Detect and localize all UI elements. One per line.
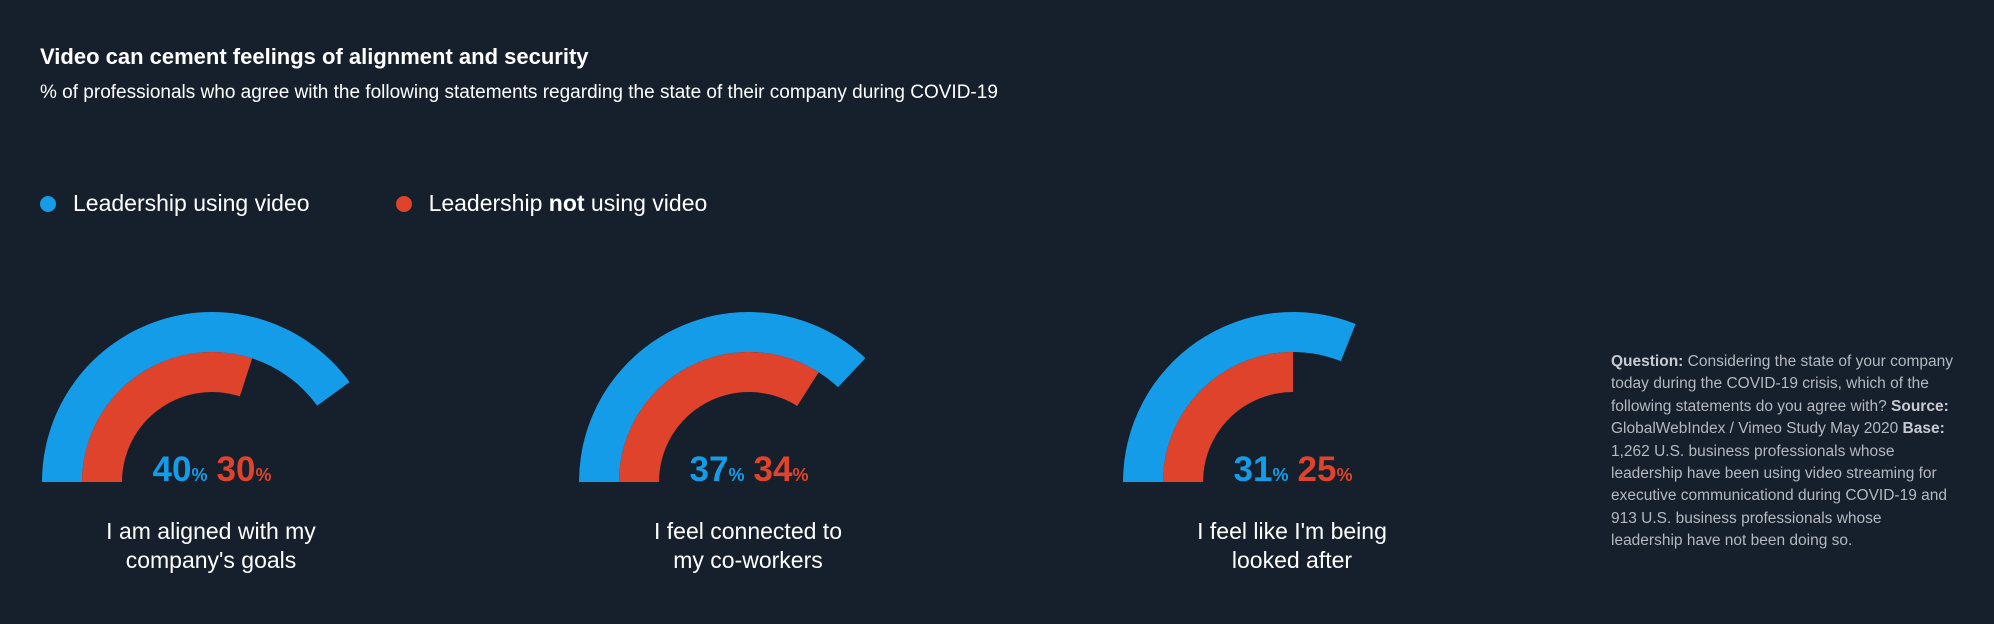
gauge-3-value-using: 31 [1234, 450, 1273, 489]
caption-2-line-1: I feel connected to [654, 518, 842, 544]
gauge-2-value-labels: 37% 34% [690, 450, 809, 489]
gauge-3-unit-using: % [1272, 465, 1297, 485]
gauge-1: 40% 30% [42, 312, 350, 489]
footnote-base-text: 1,262 U.S. business professionals whose … [1611, 442, 1948, 550]
legend-dot-not-using [395, 195, 412, 212]
legend-item-using: Leadership using video [40, 190, 310, 217]
gauge-2-arc-using [579, 312, 866, 482]
legend: Leadership using video Leadership not us… [40, 190, 793, 217]
caption-3-line-1: I feel like I'm being [1197, 518, 1387, 544]
caption-1: I am aligned with my company's goals [81, 517, 341, 575]
legend-label-bold: not [548, 190, 585, 216]
gauge-1-arc-not-using [82, 351, 253, 482]
caption-1-line-2: company's goals [125, 547, 297, 573]
footnote-question-label: Question: [1611, 353, 1684, 370]
footnote-base-label: Base: [1902, 420, 1945, 438]
gauge-2: 37% 34% [579, 312, 866, 489]
caption-2-line-2: my co-workers [673, 547, 823, 573]
gauge-2-unit-using: % [728, 465, 753, 485]
gauge-3-arc-using [1123, 311, 1356, 482]
legend-item-not-using: Leadership not using video [395, 190, 708, 217]
legend-label-using: Leadership using video [73, 190, 310, 216]
footnote-source-text: GlobalWebIndex / Vimeo Study May 2020 [1611, 420, 1903, 438]
gauge-3-value-not-using: 25 [1298, 450, 1337, 489]
gauge-3: 31% 25% [1123, 311, 1356, 489]
footnote-question-text: Considering the state of your company to… [1611, 353, 1954, 415]
gauge-1-value-not-using: 30 [217, 450, 256, 489]
gauge-1-unit-not-using: % [255, 465, 271, 485]
gauge-1-value-labels: 40% 30% [153, 450, 272, 489]
legend-label-prefix: Leadership [428, 190, 549, 216]
legend-dot-using [40, 195, 56, 212]
caption-1-line-1: I am aligned with my [106, 518, 316, 544]
footnote: Question: Considering the state of your … [1611, 351, 1956, 553]
gauge-3-arc-not-using [1163, 352, 1293, 482]
gauge-2-unit-not-using: % [792, 465, 808, 485]
gauge-1-unit-using: % [191, 465, 216, 485]
gauge-3-unit-not-using: % [1336, 465, 1352, 485]
caption-3-line-2: looked after [1231, 547, 1353, 573]
gauge-2-value-not-using: 34 [754, 450, 793, 489]
chart-subtitle: % of professionals who agree with the fo… [40, 82, 998, 103]
gauge-2-arc-not-using [619, 351, 819, 482]
gauge-1-arc-using [42, 312, 350, 482]
legend-label-not-using: Leadership not using video [429, 190, 708, 217]
gauge-2-value-using: 37 [690, 450, 729, 489]
gauge-1-value-using: 40 [153, 450, 192, 489]
chart-title: Video can cement feelings of alignment a… [40, 44, 589, 69]
caption-2: I feel connected to my co-workers [618, 517, 878, 575]
caption-3: I feel like I'm being looked after [1162, 517, 1422, 575]
footnote-source-label: Source: [1891, 397, 1949, 415]
legend-label-suffix: using video [584, 190, 708, 216]
gauge-3-value-labels: 31% 25% [1234, 450, 1353, 489]
